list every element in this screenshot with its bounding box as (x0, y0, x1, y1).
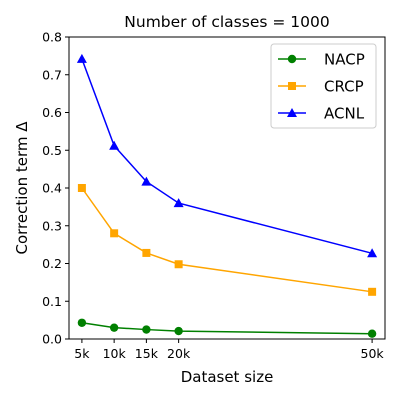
x-tick-label: 15k (135, 346, 159, 361)
legend-item-crcp: CRCP (278, 78, 364, 96)
chart-title: Number of classes = 1000 (124, 13, 329, 31)
legend: NACP CRCP ACNL (270, 43, 377, 129)
y-tick-label: 0.4 (42, 181, 62, 196)
legend-marker-acnl (287, 108, 297, 117)
series-line-crcp (81, 187, 373, 293)
data-point-crcp (77, 184, 86, 192)
legend-label: ACNL (324, 105, 365, 123)
x-tick-label: 5k (74, 346, 90, 361)
x-tick-label: 20k (167, 346, 191, 361)
data-point-acnl (76, 53, 87, 63)
series-acnl (76, 53, 378, 258)
x-axis-label: Dataset size (181, 368, 274, 386)
data-point-nacp (77, 318, 87, 327)
y-tick-label: 0.6 (42, 105, 62, 120)
legend-box (270, 43, 377, 129)
y-tick-label: 0.2 (42, 256, 62, 271)
y-tick-label: 0.1 (42, 294, 62, 309)
plot-frame (68, 36, 386, 340)
data-point-acnl (367, 248, 378, 258)
legend-marker-nacp (287, 54, 297, 64)
data-point-crcp (368, 287, 377, 296)
series-crcp (77, 184, 377, 296)
legend-item-nacp: NACP (278, 51, 365, 69)
data-point-crcp (174, 260, 183, 269)
data-point-acnl (109, 140, 120, 150)
data-series (76, 53, 378, 338)
data-point-acnl (141, 176, 152, 186)
legend-label: CRCP (324, 78, 364, 96)
y-tick-label: 0.5 (42, 143, 62, 158)
y-tick-label: 0.0 (42, 332, 62, 347)
data-point-nacp (174, 326, 183, 336)
y-axis-label: Correction term Δ (13, 121, 31, 255)
legend-marker-crcp (288, 82, 296, 90)
x-tick-label: 50k (361, 346, 385, 361)
axis-ticks: 0.0 0.1 0.2 0.3 0.4 0.5 0.6 0.7 0.8 5k 10k 15k 20k 50… (42, 30, 384, 362)
y-tick-label: 0.3 (42, 218, 62, 233)
data-point-nacp (109, 323, 119, 332)
series-line-nacp (81, 322, 373, 335)
legend-label: NACP (324, 51, 365, 69)
y-tick-label: 0.8 (42, 30, 62, 45)
series-nacp (77, 318, 377, 338)
data-point-crcp (142, 248, 151, 257)
x-tick-label: 10k (103, 346, 127, 361)
data-point-nacp (142, 325, 151, 334)
data-point-acnl (173, 198, 184, 208)
legend-item-acnl: ACNL (278, 105, 365, 123)
y-tick-label: 0.7 (42, 67, 62, 82)
data-point-crcp (110, 229, 119, 238)
data-point-nacp (367, 329, 377, 338)
